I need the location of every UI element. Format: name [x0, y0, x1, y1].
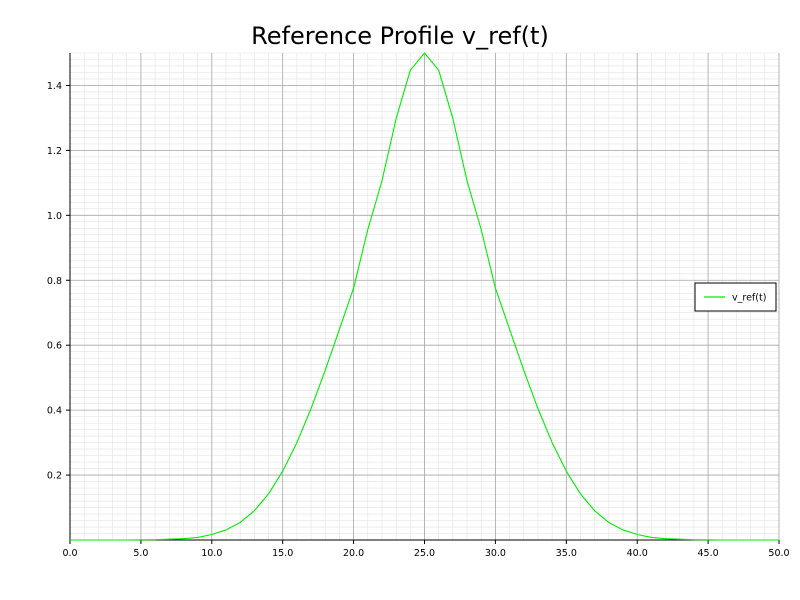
y-tick-label: 1.2: [47, 146, 62, 157]
x-tick-label: 35.0: [556, 548, 577, 559]
legend: v_ref(t): [694, 282, 777, 312]
x-tick-label: 50.0: [768, 548, 789, 559]
x-tick-label: 10.0: [201, 548, 222, 559]
y-tick-label: 0.8: [47, 276, 62, 287]
legend-label: v_ref(t): [732, 293, 766, 304]
x-tick-label: 25.0: [414, 548, 435, 559]
axes: [66, 53, 780, 544]
series-line: [70, 52, 779, 541]
x-tick-label: 0.0: [62, 548, 77, 559]
x-tick-label: 20.0: [343, 548, 364, 559]
y-tick-label: 1.0: [47, 211, 62, 222]
x-tick-label: 15.0: [272, 548, 293, 559]
chart-title: Reference Profile v_ref(t): [251, 22, 549, 50]
x-tick-label: 45.0: [698, 548, 719, 559]
y-tick-label: 1.4: [47, 81, 62, 92]
x-tick-label: 30.0: [485, 548, 506, 559]
y-tick-label: 0.2: [47, 471, 62, 482]
y-tick-labels: 0.2 0.4 0.6 0.8 1.0 1.2 1.4: [47, 81, 62, 482]
x-tick-labels: 0.0 5.0 10.0 15.0 20.0 25.0 30.0 35.0 40.0 45.0 50…: [62, 548, 789, 559]
y-tick-label: 0.6: [47, 341, 62, 352]
major-grid: [69, 53, 780, 540]
y-tick-label: 0.4: [47, 406, 62, 417]
series-group: [70, 52, 779, 541]
x-tick-label: 5.0: [133, 548, 148, 559]
x-tick-label: 40.0: [627, 548, 648, 559]
